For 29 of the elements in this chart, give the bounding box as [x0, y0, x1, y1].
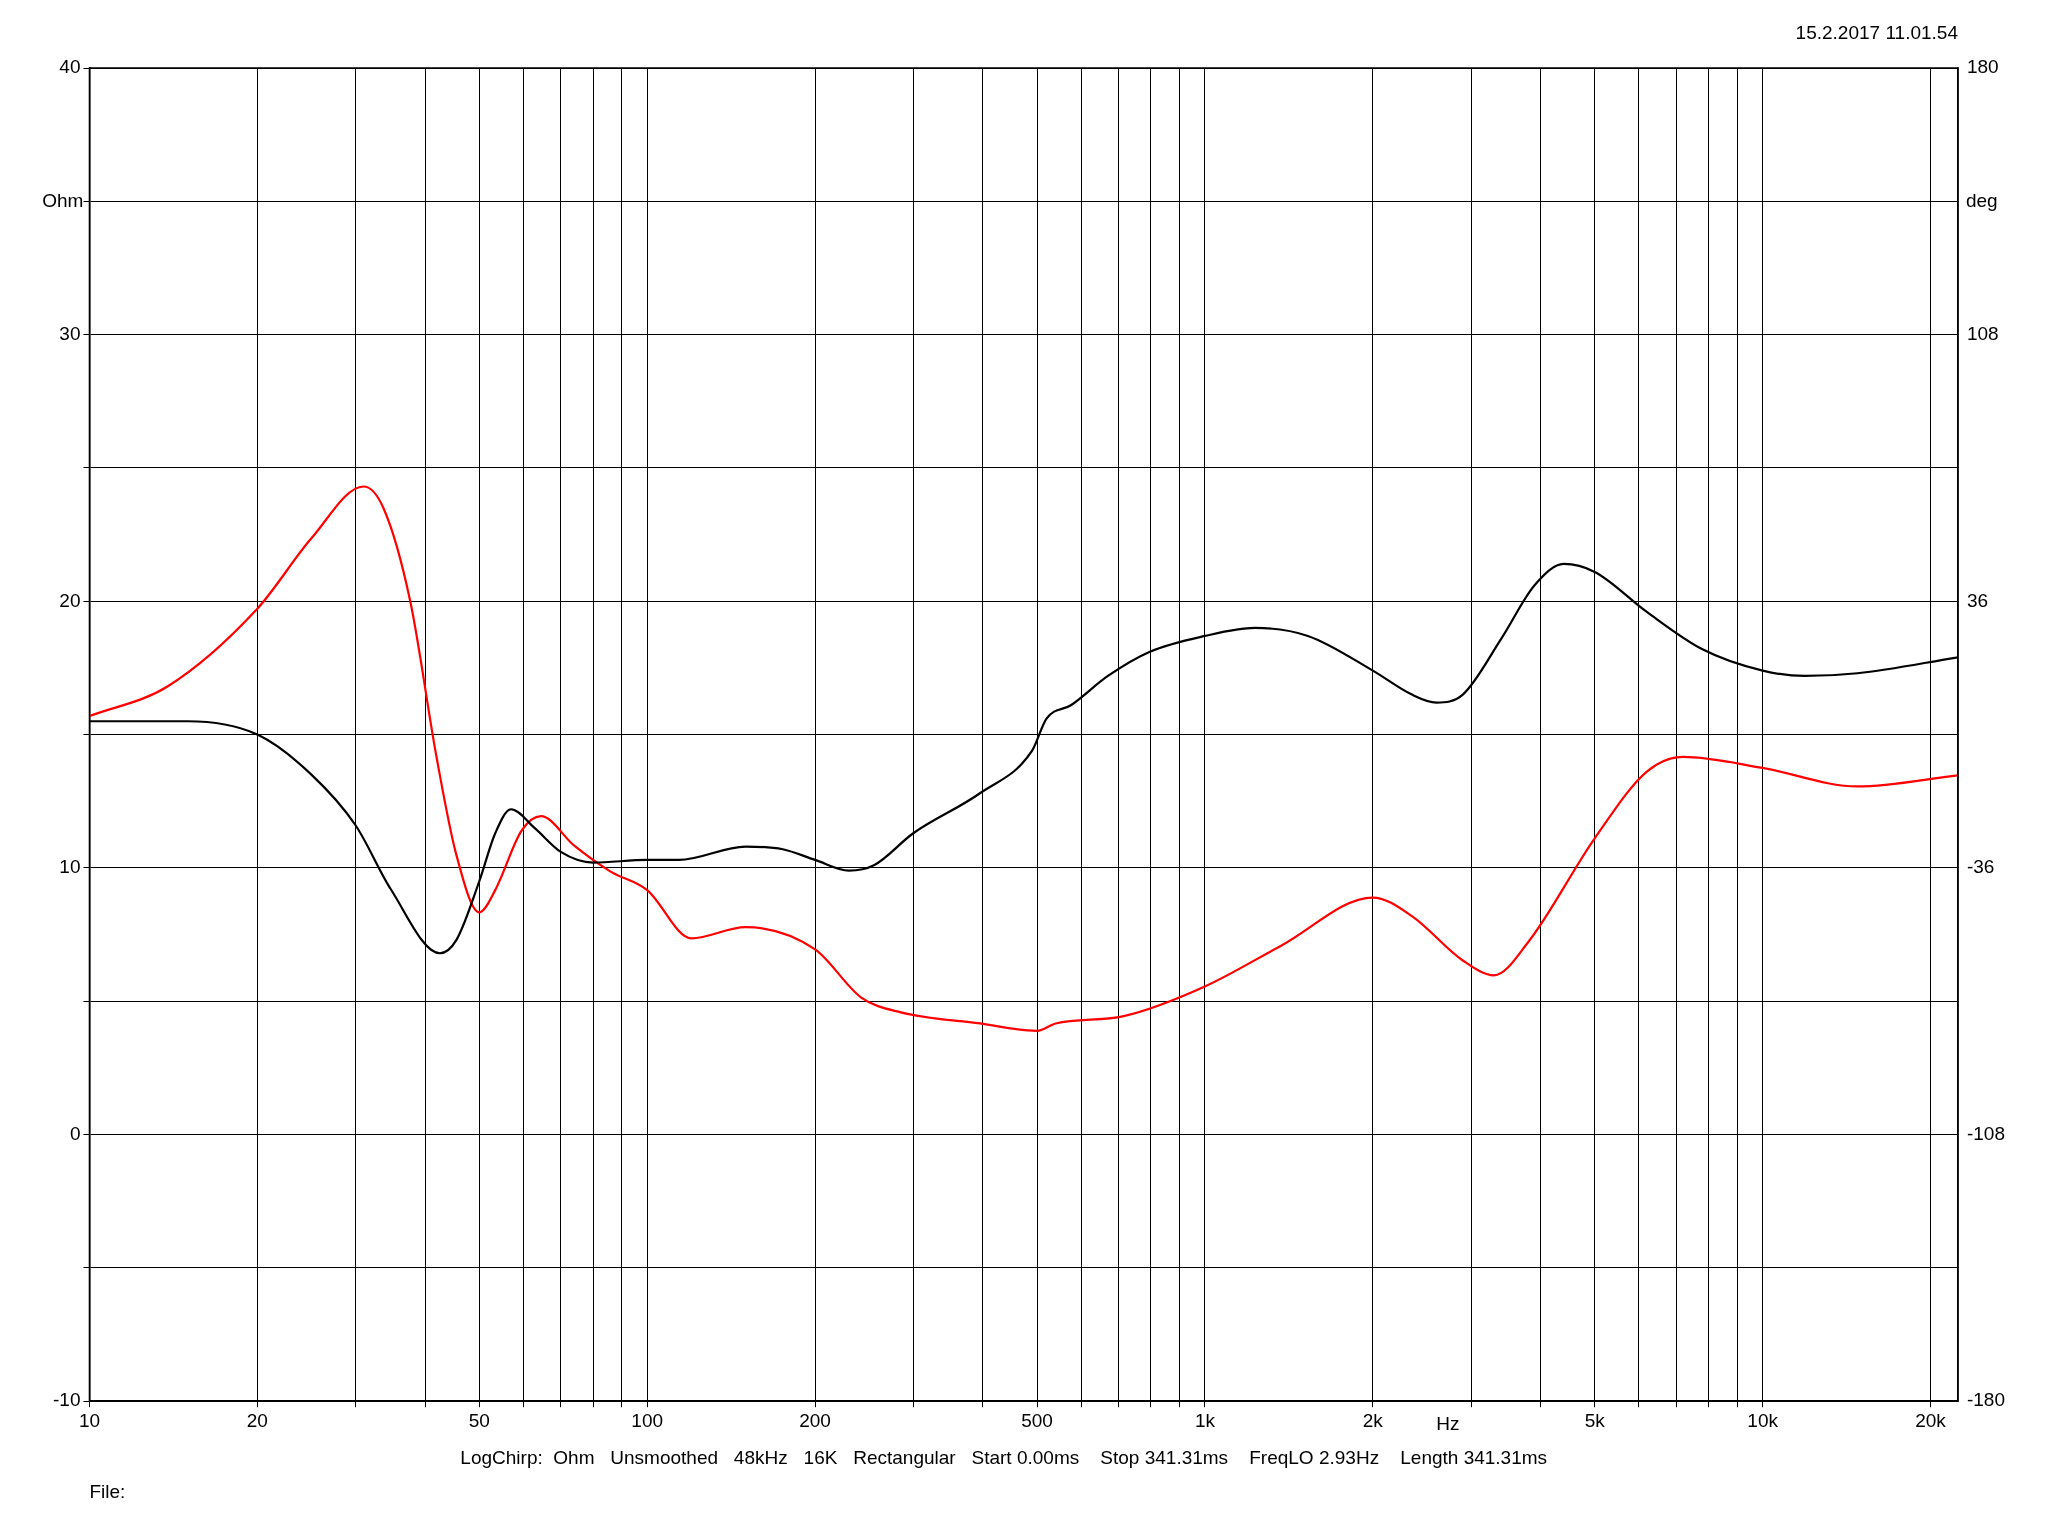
x-tick-label: 1k [1194, 1409, 1216, 1431]
text: LogChirp: Ohm Unsmoothed 48kHz 16K Rectangular Start 0.00ms Stop 341.31ms FreqLO 2.93Hz Length 341.31ms [460, 1447, 1548, 1469]
y2-tick-label: -108 [1966, 1122, 2005, 1144]
y-tick-label: -10 [52, 1389, 81, 1411]
y2-tick-label: -180 [1966, 1389, 2005, 1411]
y-tick-label: 10 [59, 856, 81, 878]
x-tick-label: 100 [631, 1409, 664, 1431]
y2-tick-label: 108 [1966, 322, 1999, 344]
y-tick-label: 0 [69, 1122, 81, 1144]
y-axis-title: Ohm [42, 189, 84, 211]
x-tick-label: 10 [78, 1409, 101, 1431]
x-tick-label: 20k [1915, 1409, 1947, 1431]
y-tick-label: 40 [59, 56, 81, 78]
x-tick-label: 500 [1021, 1409, 1053, 1431]
y2-tick-label: -36 [1966, 856, 1995, 878]
x-tick-label: 2k [1362, 1409, 1384, 1431]
x-tick-label: 200 [799, 1409, 831, 1431]
x-tick-label: 5k [1584, 1409, 1606, 1431]
text: File: [89, 1481, 126, 1503]
x-axis-title: Hz [1436, 1413, 1460, 1435]
y2-tick-label: 180 [1966, 56, 1999, 78]
y-tick-label: 20 [59, 589, 81, 611]
y-tick-label: 30 [59, 322, 81, 344]
text: 15.2.2017 11.01.54 [1795, 22, 1959, 44]
x-tick-label: 50 [468, 1409, 490, 1431]
x-tick-label: 20 [246, 1409, 268, 1431]
y2-axis-title: deg [1965, 189, 1998, 211]
x-tick-label: 10k [1747, 1409, 1779, 1431]
y2-tick-label: 36 [1966, 589, 1989, 611]
